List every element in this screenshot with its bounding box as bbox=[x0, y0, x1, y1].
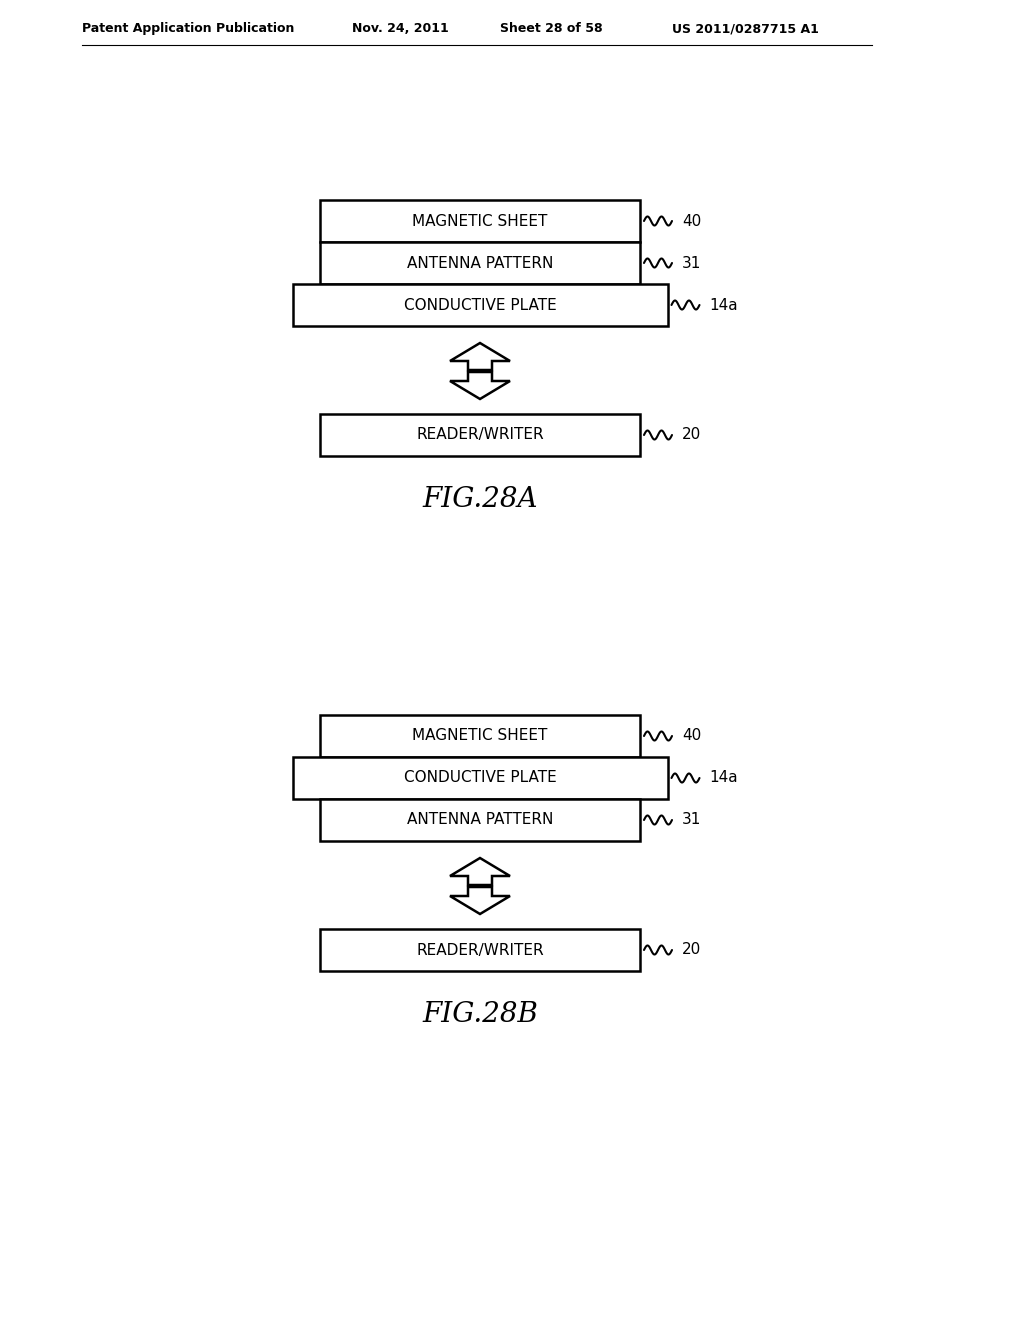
Bar bbox=[319, 715, 640, 756]
Text: FIG.28A: FIG.28A bbox=[422, 486, 538, 513]
Text: ANTENNA PATTERN: ANTENNA PATTERN bbox=[407, 256, 553, 271]
Text: Sheet 28 of 58: Sheet 28 of 58 bbox=[500, 22, 603, 36]
Bar bbox=[319, 201, 640, 242]
Text: MAGNETIC SHEET: MAGNETIC SHEET bbox=[413, 729, 548, 743]
Text: 14a: 14a bbox=[710, 771, 738, 785]
Polygon shape bbox=[450, 887, 510, 913]
Polygon shape bbox=[450, 372, 510, 399]
Text: 40: 40 bbox=[682, 729, 701, 743]
Bar bbox=[319, 414, 640, 455]
Text: US 2011/0287715 A1: US 2011/0287715 A1 bbox=[672, 22, 819, 36]
Bar bbox=[293, 284, 668, 326]
Text: 40: 40 bbox=[682, 214, 701, 228]
Text: 20: 20 bbox=[682, 942, 701, 957]
Text: ANTENNA PATTERN: ANTENNA PATTERN bbox=[407, 813, 553, 828]
Polygon shape bbox=[450, 343, 510, 370]
Text: READER/WRITER: READER/WRITER bbox=[416, 428, 544, 442]
Text: FIG.28B: FIG.28B bbox=[422, 1001, 538, 1028]
Text: Nov. 24, 2011: Nov. 24, 2011 bbox=[352, 22, 449, 36]
Text: 14a: 14a bbox=[710, 297, 738, 313]
Bar bbox=[319, 799, 640, 841]
Text: CONDUCTIVE PLATE: CONDUCTIVE PLATE bbox=[403, 771, 556, 785]
Bar bbox=[319, 242, 640, 284]
Polygon shape bbox=[450, 858, 510, 884]
Text: Patent Application Publication: Patent Application Publication bbox=[82, 22, 294, 36]
Text: 31: 31 bbox=[682, 813, 701, 828]
Bar bbox=[319, 929, 640, 972]
Bar bbox=[293, 756, 668, 799]
Text: CONDUCTIVE PLATE: CONDUCTIVE PLATE bbox=[403, 297, 556, 313]
Text: 20: 20 bbox=[682, 428, 701, 442]
Text: READER/WRITER: READER/WRITER bbox=[416, 942, 544, 957]
Text: 31: 31 bbox=[682, 256, 701, 271]
Text: MAGNETIC SHEET: MAGNETIC SHEET bbox=[413, 214, 548, 228]
